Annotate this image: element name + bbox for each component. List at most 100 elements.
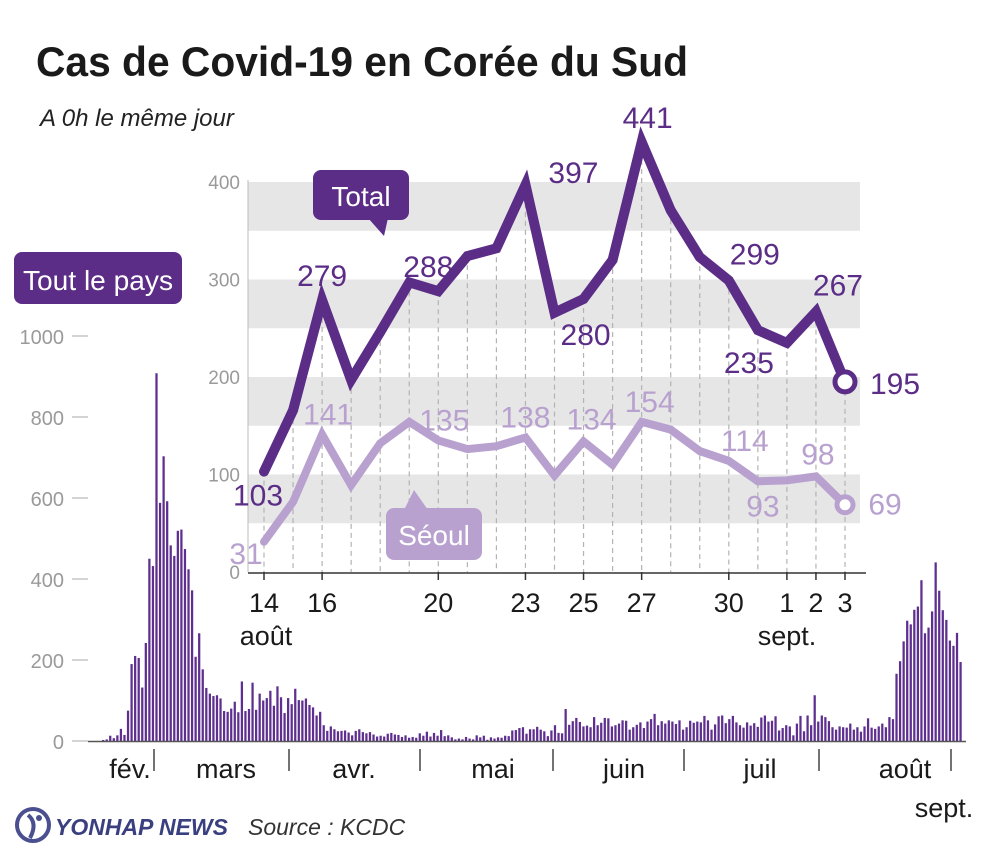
daily-case-bar [916,606,920,741]
source-text: Source : KCDC [248,814,406,840]
daily-case-bar [717,716,720,741]
daily-case-bar [301,700,304,741]
daily-case-bar [198,633,201,741]
daily-case-bar [176,530,179,741]
daily-case-bar [134,655,137,741]
daily-case-bar [738,725,742,741]
daily-case-bar [781,728,784,741]
daily-case-bar [532,729,535,741]
daily-case-bar [279,697,283,741]
daily-case-bar [945,619,948,741]
daily-case-bar [614,725,617,741]
badge-tout-le-pays-label: Tout le pays [23,265,173,296]
line-xtick-label: 14 [249,588,279,618]
daily-case-bar [539,729,542,741]
data-label-seoul: 138 [500,401,550,434]
daily-case-bar [116,735,119,741]
daily-case-bar [137,657,140,741]
data-label-seoul: 31 [229,538,262,571]
daily-case-bar [536,726,539,741]
page-title: Cas de Covid-19 en Corée du Sud [36,38,688,85]
daily-case-bar [920,580,923,741]
daily-case-bar [397,734,400,741]
badge-seoul-pointer [404,490,428,510]
daily-case-bar [514,730,517,741]
daily-case-bar [400,736,404,741]
daily-case-bar [653,713,656,741]
daily-case-bar [326,730,329,741]
data-label-total: 288 [403,251,453,284]
data-label-seoul: 134 [567,403,617,436]
daily-case-bar [212,696,215,741]
daily-case-bar [130,664,133,741]
daily-case-bar [265,698,268,741]
daily-case-bar [745,722,749,741]
daily-case-bar [493,738,496,741]
daily-case-bar [287,698,290,741]
daily-case-bar [404,735,407,741]
daily-case-bar [941,610,944,741]
daily-case-bar [845,727,848,741]
daily-case-bar [895,673,898,741]
daily-case-bar [948,640,952,741]
daily-case-bar [361,732,364,741]
badge-seoul-label: Séoul [398,520,470,551]
daily-case-bar [592,717,596,741]
daily-case-bar [763,715,767,741]
daily-case-bar [913,609,916,741]
daily-case-bar [155,373,158,741]
daily-case-bar [454,739,457,741]
daily-case-bar [119,728,123,741]
daily-case-bar [859,731,863,741]
daily-case-bar [660,721,663,741]
daily-case-bar [251,682,254,741]
daily-case-bar [343,730,347,741]
data-label-total: 195 [870,368,920,401]
daily-case-bar [144,642,147,741]
line-ytick-label: 300 [208,271,240,292]
daily-case-bar [959,662,962,741]
badge-total [313,170,409,220]
data-label-total: 397 [548,157,598,190]
daily-case-bar [625,720,628,741]
daily-case-bar [525,733,528,741]
yonhap-logo-icon [15,807,51,843]
daily-case-bar [123,734,126,741]
daily-case-bar [415,737,418,741]
series-line-total [259,126,850,477]
daily-case-bar [827,721,831,741]
daily-case-bar [546,736,549,741]
daily-case-bar [810,725,813,741]
daily-case-bar [308,704,311,741]
daily-case-bar [158,502,162,741]
daily-case-bar [162,456,165,741]
badge-total-pointer [368,218,388,236]
daily-case-bar [866,718,870,741]
daily-case-bar [838,726,841,741]
data-label-seoul: 93 [746,490,779,523]
daily-case-bar [696,721,699,741]
data-label-total: 103 [233,480,283,513]
daily-case-bar [930,611,934,741]
line-ytick-label: 400 [208,173,240,194]
line-xtick-label: 16 [307,588,337,618]
daily-case-bar [799,715,802,741]
data-label-seoul: 141 [303,399,353,432]
data-label-total: 299 [730,238,780,271]
daily-case-bar [628,729,631,741]
endpoint-seoul [834,494,856,516]
data-label-seoul: 154 [625,386,675,419]
data-label-seoul: 69 [868,489,901,522]
line-xtick-label: 2 [808,588,823,618]
data-label-total: 280 [561,319,611,352]
badge-total-label: Total [331,181,390,212]
daily-case-bar [788,726,791,741]
daily-case-bar [340,730,343,741]
daily-case-bar [201,669,204,741]
daily-case-bar [674,723,678,741]
daily-case-bar [767,721,770,741]
daily-case-bar [571,721,574,741]
line-ytick-label: 0 [229,563,240,584]
daily-case-bar [276,686,279,741]
